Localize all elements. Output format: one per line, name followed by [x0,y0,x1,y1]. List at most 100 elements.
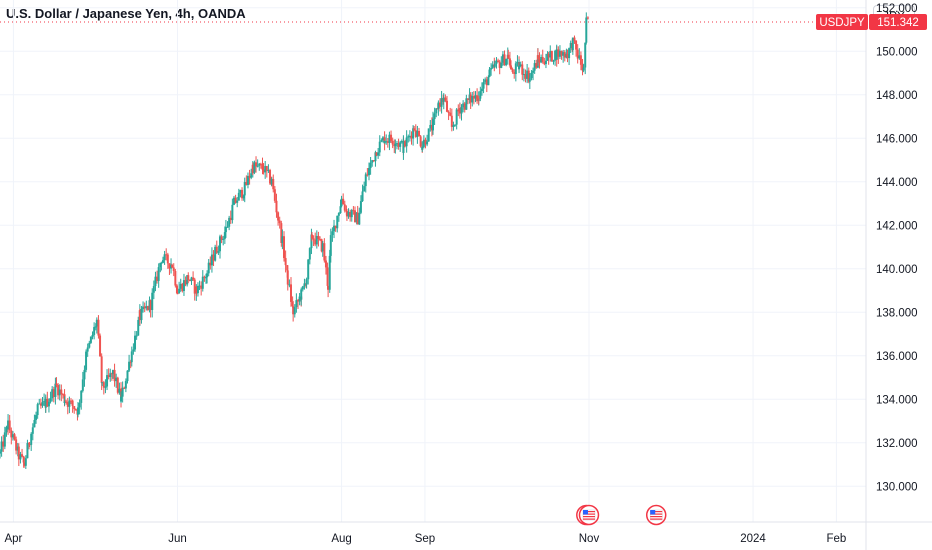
candle [95,319,98,327]
candle [295,300,298,308]
candle [145,306,148,309]
candle [516,61,519,64]
candle [55,383,58,386]
candle [149,300,152,311]
candle [281,236,284,243]
candle [324,260,327,268]
candle [575,40,578,50]
candle [336,215,339,229]
candle [262,169,265,173]
candle [140,309,143,321]
candle [107,375,110,378]
candle [52,389,55,397]
candle [116,377,119,393]
candle [255,162,258,167]
candle [327,285,330,290]
candle [354,210,357,223]
candle [226,226,229,228]
candle [495,60,498,64]
x-tick-label: Jun [168,533,187,545]
candle [129,361,132,363]
candle [220,236,223,240]
candle [445,100,448,112]
candle [251,164,254,173]
candle [547,53,550,58]
candle [584,42,587,68]
candle [331,231,334,236]
candle [388,134,391,143]
candle [391,140,394,145]
candle [41,402,44,406]
candle [10,430,13,438]
us-flag-icon[interactable] [645,504,667,526]
candle [212,254,215,261]
candle [201,276,204,289]
candle [209,262,212,266]
candle [433,113,436,120]
candle [228,217,231,227]
candle [259,163,262,165]
y-tick-label: 132.000 [876,438,918,450]
candle [165,254,168,256]
candle [491,64,494,69]
candle [447,111,450,113]
candle [413,128,416,131]
candle [404,141,407,147]
candle [296,300,299,302]
candle [568,48,571,59]
candle [308,248,311,260]
candle [157,267,160,281]
candle [462,103,465,108]
y-tick-label: 142.000 [876,220,918,232]
candle [176,293,179,295]
candle [421,146,424,150]
us-flag-icon[interactable] [578,504,600,526]
candle [390,134,393,141]
candle [468,94,471,100]
candle [234,197,237,203]
candle [474,95,477,99]
candle [74,409,77,411]
candle [500,62,503,68]
candle [102,382,105,388]
candle [393,144,396,147]
candle [317,235,320,240]
candle [138,310,141,321]
candle [482,82,485,89]
candle [232,197,235,201]
y-tick-label: 144.000 [876,177,918,189]
candle [137,319,140,336]
candle [340,198,343,207]
candle [438,102,441,107]
candle [106,375,109,387]
candle [13,434,16,440]
candle [530,72,533,79]
candle [28,443,31,445]
candle [356,212,359,225]
candle [436,108,439,110]
candle [463,103,466,110]
candle [88,342,91,348]
candle [195,286,198,294]
candle [163,254,166,261]
candle [521,64,524,75]
candle [26,443,29,459]
candle [187,275,190,280]
candle [444,97,447,101]
candle [383,137,386,144]
candle [273,189,276,201]
candle [214,246,217,255]
candle [416,130,419,137]
candle [477,98,480,100]
candle [236,200,239,203]
candle [380,140,383,142]
candle [73,406,76,410]
price-badge-label: 151.342 [877,17,919,29]
candle [364,174,367,177]
candle [518,65,521,70]
candle [315,235,318,245]
candle [377,152,380,156]
candle [207,262,210,274]
candle [321,243,324,252]
